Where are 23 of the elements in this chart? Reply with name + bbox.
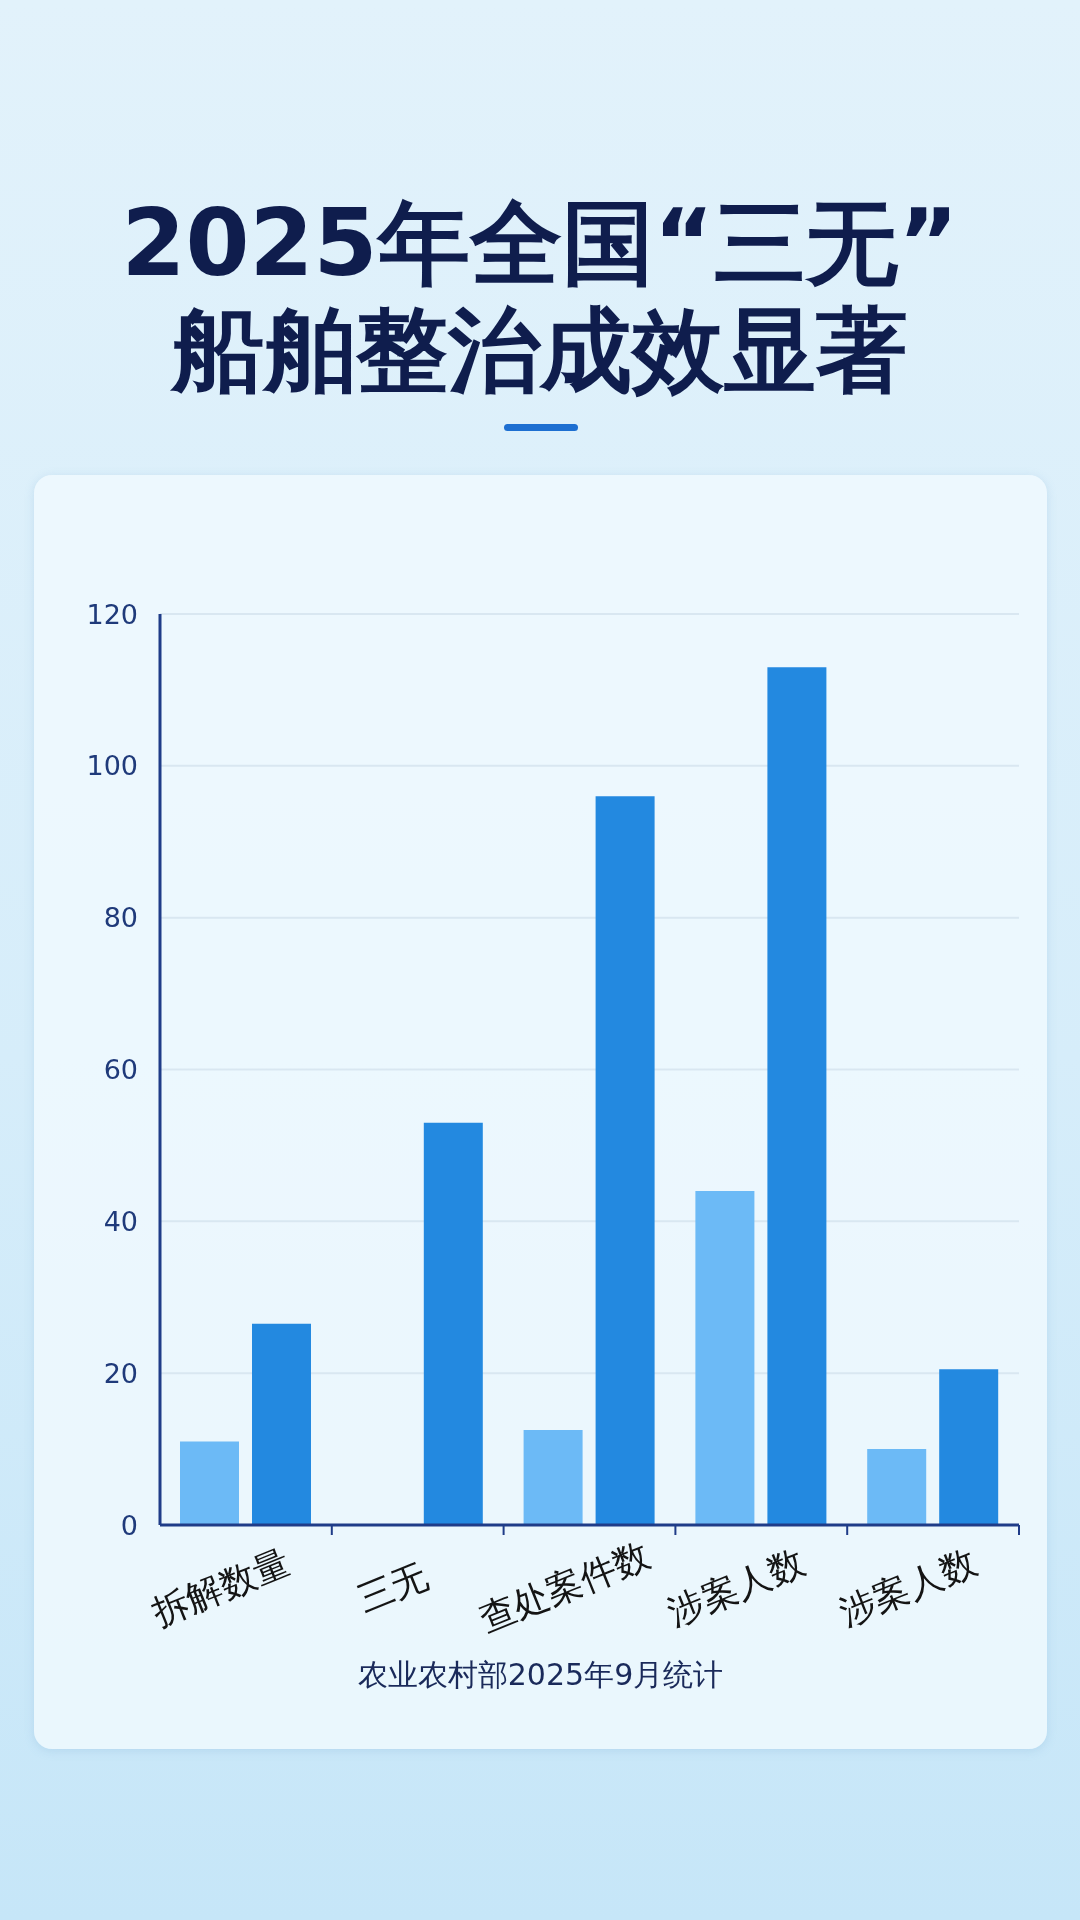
y-tick-label: 20 <box>103 1357 138 1389</box>
y-tick-label: 80 <box>103 902 138 934</box>
chart-title: 2025年全国“三无” 船舶整治成效显著 <box>120 190 960 404</box>
bar <box>423 1122 483 1525</box>
bar <box>595 796 655 1525</box>
x-tick-label: 涉案人数 <box>661 1541 811 1633</box>
y-tick-label: 0 <box>120 1509 138 1541</box>
y-tick-label: 60 <box>103 1054 138 1086</box>
y-tick-label: 120 <box>86 598 138 630</box>
x-tick-label: 拆解数量 <box>145 1541 296 1634</box>
y-tick-label: 40 <box>103 1205 138 1237</box>
bar <box>767 667 827 1525</box>
bar <box>695 1190 755 1525</box>
text: 农业农村部2025年9月统计 <box>356 1656 725 1694</box>
bar <box>523 1430 583 1525</box>
x-tick-label: 涉案人数 <box>833 1541 983 1633</box>
y-tick-label: 100 <box>86 750 138 782</box>
bar <box>180 1441 239 1525</box>
x-tick-label: 三无 <box>351 1554 434 1620</box>
bar <box>252 1323 311 1525</box>
bar <box>867 1449 927 1525</box>
bar <box>939 1369 999 1525</box>
x-tick-label: 查处案件数 <box>473 1534 656 1640</box>
